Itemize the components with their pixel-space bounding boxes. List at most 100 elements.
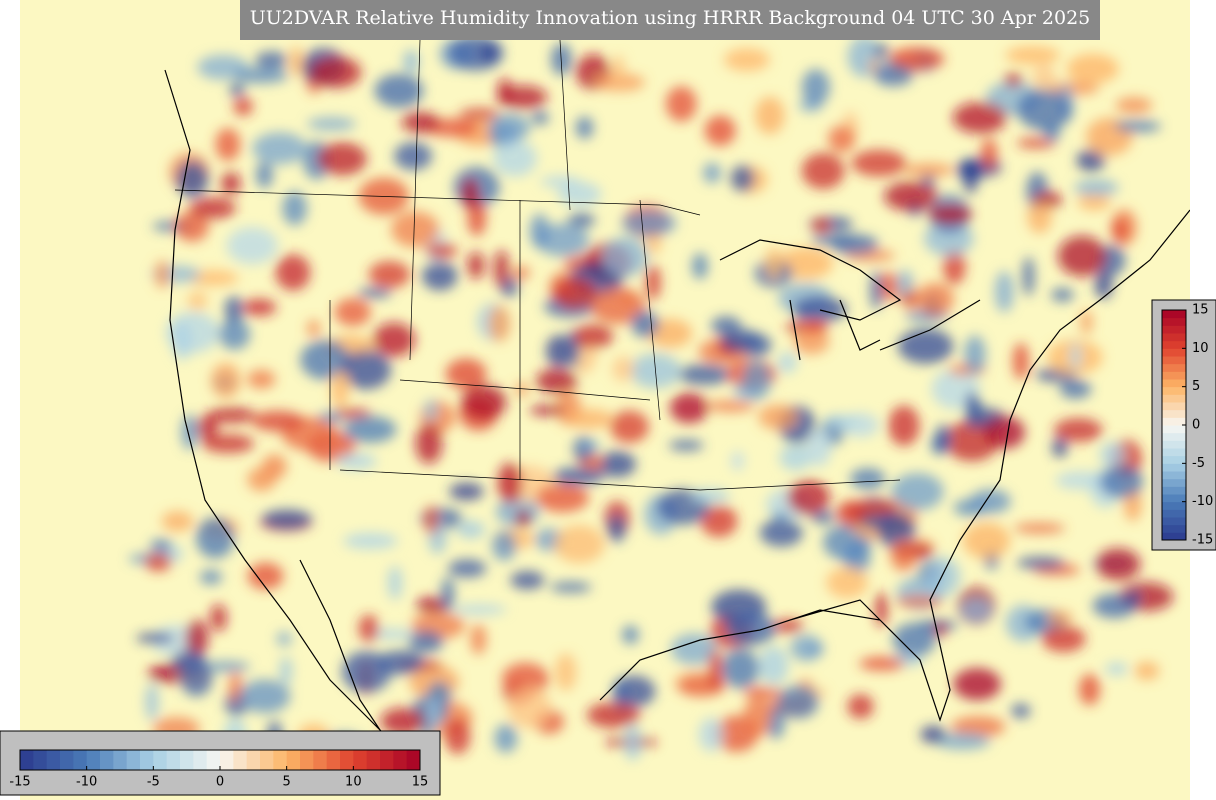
field-blob xyxy=(777,685,819,719)
colorbar-segment xyxy=(260,750,274,770)
field-blob xyxy=(461,384,507,420)
field-blob xyxy=(826,566,869,599)
field-blob xyxy=(963,335,986,375)
colorbar-segment xyxy=(1162,440,1186,449)
colorbar-segment xyxy=(393,750,408,770)
field-blob xyxy=(765,247,783,280)
field-blob xyxy=(545,334,573,368)
field-blob xyxy=(377,649,424,675)
field-blob xyxy=(306,117,357,131)
field-blob xyxy=(255,51,288,69)
colorbar-segment xyxy=(1162,333,1186,342)
colorbar-tick-label: 10 xyxy=(1192,341,1209,356)
field-blob xyxy=(1053,418,1103,442)
field-blob xyxy=(873,63,914,87)
field-blob xyxy=(621,625,639,645)
field-blob xyxy=(492,530,517,561)
field-blob xyxy=(692,252,708,280)
field-blob xyxy=(415,596,450,613)
colorbar-segment xyxy=(1162,532,1186,541)
field-blob xyxy=(1004,72,1023,87)
field-blob xyxy=(276,631,292,647)
colorbar-segment xyxy=(1162,409,1186,418)
field-blob xyxy=(247,369,276,389)
field-blob xyxy=(743,696,772,738)
colorbar-segment xyxy=(1162,425,1186,434)
colorbar-segment xyxy=(273,750,288,770)
field-blob xyxy=(511,266,530,280)
field-blob xyxy=(702,162,722,184)
field-blob xyxy=(890,539,917,572)
field-blob xyxy=(441,577,455,612)
field-blob xyxy=(670,633,718,666)
field-blob xyxy=(215,127,241,162)
field-blob xyxy=(836,500,866,527)
field-blob xyxy=(568,212,596,228)
colorbar-tick-label: 15 xyxy=(1192,303,1209,318)
field-blob xyxy=(515,510,531,527)
field-blob xyxy=(1012,342,1029,380)
field-blob xyxy=(388,565,403,600)
coastlines xyxy=(164,69,1190,781)
field-blob xyxy=(895,596,944,608)
field-blob xyxy=(497,462,523,504)
field-blob xyxy=(208,407,256,424)
field-blob xyxy=(335,453,377,470)
field-blob xyxy=(242,298,277,317)
field-blob xyxy=(1111,218,1127,242)
field-blob xyxy=(507,686,551,729)
colorbar-segment xyxy=(1162,478,1186,487)
colorbar-segment xyxy=(20,750,34,770)
field-blob xyxy=(801,69,830,106)
field-blob xyxy=(529,405,565,416)
colorbar-segment xyxy=(206,750,221,770)
field-blob xyxy=(843,541,871,574)
colorbar-segment xyxy=(1162,363,1186,372)
field-blob xyxy=(553,277,597,310)
field-blob xyxy=(445,358,487,390)
field-blob xyxy=(426,242,458,259)
colorbar-segment xyxy=(340,750,354,770)
field-blob xyxy=(985,416,1025,449)
field-blob xyxy=(211,363,241,399)
colorbar-segment xyxy=(1162,371,1186,380)
field-blob xyxy=(851,149,907,177)
field-blob xyxy=(1022,256,1035,297)
field-blob xyxy=(806,428,832,467)
field-blob xyxy=(690,488,730,503)
colorbar-segment xyxy=(1162,517,1186,526)
field-blob xyxy=(896,269,914,298)
field-blob xyxy=(226,226,278,265)
colorbar-segment xyxy=(1162,432,1186,441)
field-blob xyxy=(145,683,159,721)
field-blob xyxy=(247,562,284,590)
field-blob xyxy=(444,718,471,755)
colorbar-segment xyxy=(1162,463,1186,472)
colorbar-segment xyxy=(1162,340,1186,349)
field-blob xyxy=(1105,662,1128,676)
field-blob xyxy=(952,102,1007,134)
field-blob xyxy=(229,82,245,97)
field-blob xyxy=(935,424,951,453)
field-blob xyxy=(953,667,1001,701)
colorbar-segment xyxy=(1162,448,1186,457)
field-blob xyxy=(394,142,433,171)
field-blob xyxy=(251,410,304,432)
field-blob xyxy=(1017,88,1072,131)
field-blob xyxy=(726,612,777,646)
colorbar-segment xyxy=(1162,386,1186,395)
field-blob xyxy=(551,467,605,486)
colorbar-segment xyxy=(33,750,48,770)
field-blob xyxy=(1073,179,1119,197)
field-blob xyxy=(415,423,443,464)
field-blob xyxy=(493,249,510,288)
colorbar-segment xyxy=(1162,455,1186,464)
field-blob xyxy=(488,305,511,342)
field-blob xyxy=(730,165,755,192)
field-blob xyxy=(1050,288,1074,302)
colorbar-segment xyxy=(1162,471,1186,480)
field-blob xyxy=(787,480,830,515)
field-blob xyxy=(1016,137,1056,149)
field-blob xyxy=(494,724,518,753)
colorbar-segment xyxy=(86,750,101,770)
